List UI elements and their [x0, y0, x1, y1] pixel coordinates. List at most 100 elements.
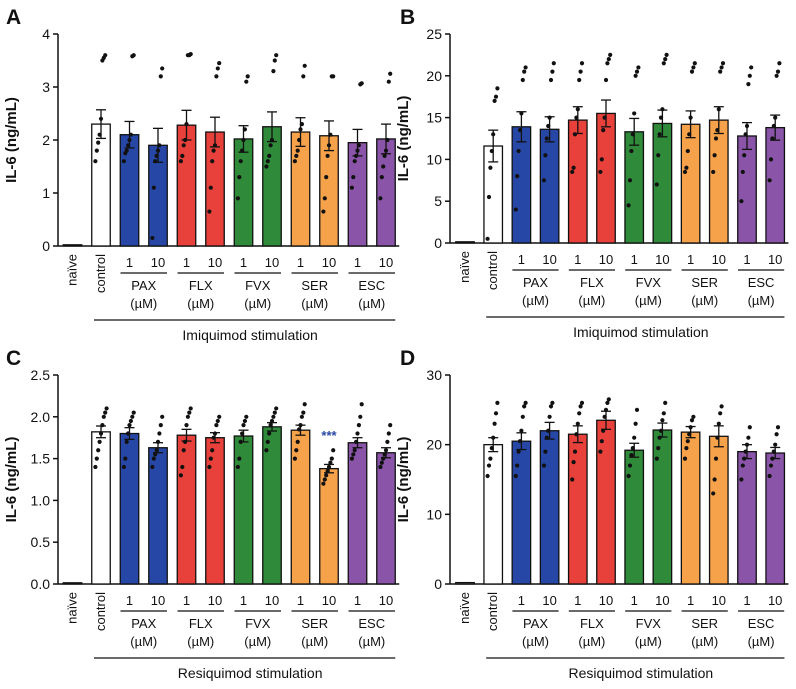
- data-point: [212, 431, 218, 436]
- data-point: [98, 431, 104, 436]
- data-point: [492, 421, 497, 426]
- data-point: [356, 423, 361, 428]
- data-point: [575, 421, 580, 426]
- data-point: [523, 400, 528, 405]
- data-point: [773, 115, 778, 120]
- data-point: [294, 448, 299, 453]
- data-point: [633, 421, 638, 426]
- data-point: [93, 159, 98, 164]
- data-point: [598, 449, 603, 454]
- data-point: [516, 449, 521, 454]
- data-point: [385, 439, 390, 444]
- data-point: [688, 115, 693, 120]
- category-label-naive: naïve: [457, 592, 472, 624]
- y-tick-label: 25: [426, 26, 442, 42]
- group-label: (µM): [635, 293, 662, 308]
- data-point: [187, 410, 192, 415]
- data-point: [777, 61, 782, 66]
- y-tick-label: 0: [434, 235, 442, 251]
- data-point: [267, 431, 272, 436]
- bar-esc-10: [765, 126, 786, 244]
- data-point: [103, 410, 108, 415]
- data-point: [577, 77, 582, 83]
- data-point: [773, 442, 778, 447]
- dose-label: 10: [208, 255, 222, 270]
- category-label-naive: naïve: [65, 592, 80, 624]
- significance-marker: ***: [321, 428, 337, 443]
- data-point: [547, 115, 552, 120]
- data-point: [151, 185, 156, 190]
- data-point: [299, 414, 304, 419]
- data-point: [217, 414, 222, 419]
- data-point: [217, 61, 222, 66]
- data-point: [602, 115, 607, 120]
- panel-a: A 0 1 2 3 4 IL-6 (ng/mL) naïve control 1 10 PAX (µM)…: [3, 6, 400, 343]
- data-point: [548, 404, 554, 409]
- data-point: [180, 464, 185, 470]
- data-point: [626, 203, 631, 208]
- data-point: [682, 456, 688, 461]
- bar-control: [91, 123, 111, 247]
- dose-label: 1: [354, 255, 361, 270]
- data-point: [684, 446, 689, 451]
- data-point: [383, 448, 389, 453]
- bar-naïve: [455, 581, 475, 585]
- group-label: SER: [691, 275, 718, 290]
- data-point: [715, 435, 720, 440]
- y-tick-label: 1: [42, 185, 50, 201]
- data-point: [386, 79, 391, 84]
- group-label: FVX: [245, 616, 271, 631]
- data-point: [96, 448, 101, 453]
- data-point: [520, 414, 525, 419]
- group-label: SER: [301, 616, 328, 631]
- data-point: [488, 165, 493, 170]
- bar-ser-10: [319, 135, 339, 247]
- data-point: [601, 128, 606, 133]
- group-label: (µM): [522, 293, 549, 308]
- data-point: [489, 446, 494, 451]
- data-point: [127, 137, 132, 143]
- data-point: [97, 439, 102, 444]
- data-point: [740, 169, 745, 175]
- data-point: [768, 157, 774, 162]
- data-point: [657, 132, 662, 137]
- data-point: [184, 122, 189, 127]
- stimulation-label: Resiquimod stimulation: [178, 665, 323, 681]
- dose-label: 10: [265, 593, 279, 608]
- data-point: [210, 159, 215, 164]
- group-label: FVX: [636, 275, 662, 290]
- data-point: [153, 452, 158, 457]
- y-tick-label: 15: [426, 110, 442, 126]
- data-point: [577, 411, 582, 416]
- bar-pax-1: [119, 134, 140, 247]
- data-point: [744, 123, 750, 129]
- data-point: [158, 74, 163, 79]
- data-point: [739, 477, 744, 482]
- data-point: [154, 448, 159, 453]
- data-point: [634, 69, 640, 74]
- data-point: [128, 132, 133, 137]
- data-point: [355, 431, 360, 436]
- data-point: [660, 418, 665, 423]
- bar-fvx-1: [233, 138, 254, 247]
- group-label: (µM): [691, 293, 718, 308]
- data-point: [235, 464, 240, 470]
- data-point: [716, 421, 721, 426]
- data-point: [495, 86, 500, 91]
- data-point: [767, 178, 772, 183]
- group-label: (µM): [748, 634, 775, 649]
- panel-label: A: [6, 6, 21, 29]
- data-point: [488, 456, 493, 461]
- data-point: [326, 143, 332, 148]
- y-tick-label: 20: [426, 68, 442, 84]
- panel-label: C: [6, 347, 21, 370]
- data-point: [121, 159, 126, 164]
- data-point: [381, 456, 386, 461]
- group-label: PAX: [131, 278, 156, 293]
- data-point: [627, 178, 633, 183]
- data-point: [661, 61, 666, 66]
- data-point: [150, 235, 155, 241]
- dose-label: 1: [297, 593, 304, 608]
- data-point: [658, 115, 664, 120]
- data-point: [774, 73, 779, 78]
